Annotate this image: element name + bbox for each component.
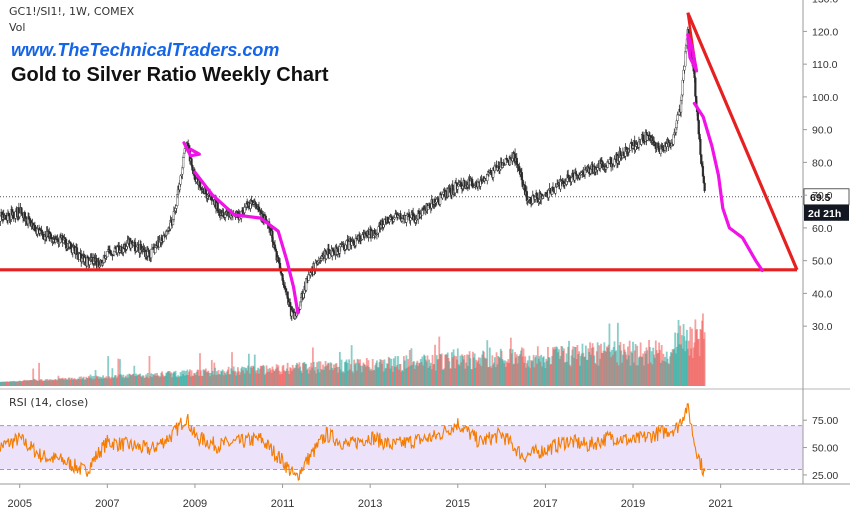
website-watermark: www.TheTechnicalTraders.com <box>11 40 280 60</box>
rsi-label: RSI (14, close) <box>9 396 89 409</box>
y-tick-label: 80.0 <box>812 157 833 169</box>
magenta-flag-2008 <box>182 141 201 158</box>
volume-bar <box>32 368 35 386</box>
x-tick-label: 2015 <box>446 498 470 510</box>
candle-body <box>154 247 157 253</box>
volume-bars <box>0 313 706 386</box>
volume-bar <box>247 353 250 386</box>
candle-body <box>694 77 697 97</box>
y-tick-label: 60.0 <box>812 223 833 235</box>
candle-body <box>282 280 285 286</box>
volume-bar <box>148 356 151 386</box>
candle-body <box>191 165 194 171</box>
ticker-label: GC1!/SI1!, 1W, COMEX <box>9 5 135 18</box>
countdown-badge-value: 2d 21h <box>808 208 841 220</box>
rsi-panel <box>0 403 803 482</box>
volume-bar <box>111 368 114 386</box>
candle-body <box>182 152 186 158</box>
trend-overlays: 69.5 2d 21h <box>0 12 850 315</box>
chart-title: Gold to Silver Ratio Weekly Chart <box>11 64 329 86</box>
rsi-tick-label: 75.00 <box>812 415 838 427</box>
candles <box>0 26 706 321</box>
volume-bar <box>253 354 256 386</box>
volume-bar <box>199 353 201 386</box>
candle-body <box>18 212 21 217</box>
candle-body <box>274 248 277 252</box>
candle-body <box>106 251 109 258</box>
x-tick-label: 2011 <box>271 498 295 510</box>
countdown-badge <box>804 204 849 221</box>
y-tick-label: 70.0 <box>812 190 833 202</box>
magenta-projection-2020 <box>692 101 764 273</box>
volume-bar <box>434 344 436 386</box>
y-tick-label: 40.0 <box>812 288 833 300</box>
x-tick-label: 2009 <box>183 498 207 510</box>
candle-body <box>112 250 116 256</box>
magenta-triangle-2020 <box>686 33 699 73</box>
candle-body <box>699 139 702 155</box>
y-tick-label: 130.0 <box>812 0 838 6</box>
candle-body <box>182 157 185 168</box>
candle-body <box>700 154 703 164</box>
x-tick-label: 2021 <box>708 498 732 510</box>
volume-bar <box>117 358 120 386</box>
price-badge-value: 69.5 <box>810 192 831 204</box>
volume-bar <box>231 352 233 386</box>
candle-body <box>190 158 193 166</box>
y-tick-label: 30.0 <box>812 321 833 333</box>
candle-body <box>684 51 687 67</box>
candle-body <box>150 249 153 258</box>
candle-body <box>570 177 573 182</box>
volume-bar <box>616 322 619 386</box>
volume-bar <box>634 343 637 386</box>
candle-body <box>417 210 421 214</box>
volume-bar <box>691 328 693 386</box>
volume-bar <box>119 359 121 386</box>
rsi-tick-label: 25.00 <box>812 470 838 482</box>
volume-bar <box>568 340 570 386</box>
volume-bar <box>486 340 489 386</box>
y-tick-label: 120.0 <box>812 26 838 38</box>
volume-bar <box>596 342 599 386</box>
y-tick-label: 50.0 <box>812 256 833 268</box>
candle-body <box>703 182 706 192</box>
volume-bar <box>628 340 631 386</box>
x-tick-label: 2019 <box>621 498 645 510</box>
magenta-decline-2009 <box>193 170 300 315</box>
x-tick-label: 2013 <box>358 498 382 510</box>
volume-bar <box>703 332 706 386</box>
resistance-trendline <box>686 12 799 271</box>
volume-bar <box>338 351 341 386</box>
rsi-tick-label: 50.00 <box>812 443 838 455</box>
volume-label: Vol <box>9 21 26 34</box>
volume-bar <box>107 356 110 386</box>
y-tick-label: 100.0 <box>812 92 838 104</box>
volume-bar <box>133 365 136 386</box>
x-tick-label: 2007 <box>95 498 119 510</box>
x-tick-label: 2017 <box>533 498 557 510</box>
y-tick-label: 110.0 <box>812 59 838 71</box>
x-tick-label: 2005 <box>7 498 31 510</box>
volume-bar <box>38 362 40 386</box>
candle-body <box>456 185 459 190</box>
rsi-line <box>0 403 706 482</box>
candle-body <box>683 65 686 71</box>
y-tick-label: 90.0 <box>812 125 833 137</box>
volume-bar <box>350 345 353 386</box>
